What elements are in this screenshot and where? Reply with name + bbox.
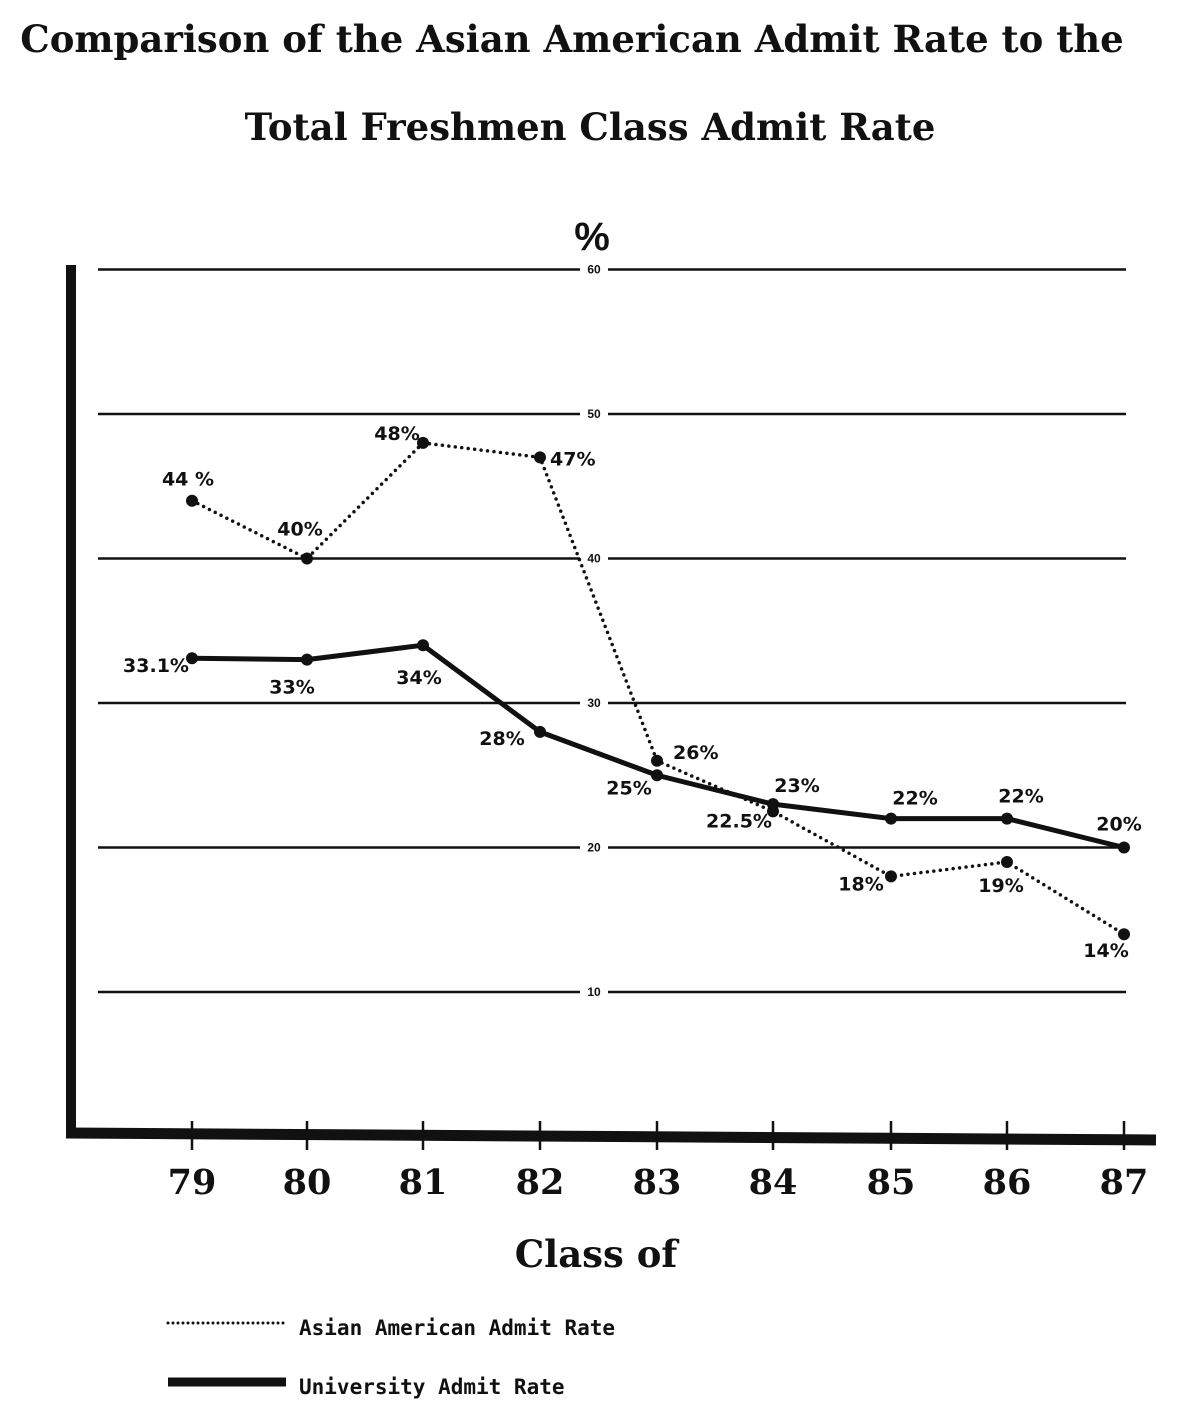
- y-tick-label: 40: [587, 552, 601, 566]
- data-point: [186, 494, 198, 507]
- x-tick-label: 82: [516, 1162, 565, 1203]
- data-label: 25%: [606, 777, 651, 799]
- data-label: 22%: [998, 786, 1043, 808]
- data-label: 40%: [277, 519, 322, 541]
- data-labels: 44 % 40% 48% 47% 26% 22.5% 18% 19% 14% 33.1% 33% 34…: [123, 423, 1142, 962]
- legend-label: Asian American Admit Rate: [299, 1316, 615, 1340]
- data-point: [417, 639, 429, 652]
- data-point: [885, 870, 897, 883]
- data-label: 14%: [1083, 940, 1128, 962]
- y-tick-label: 30: [587, 696, 601, 710]
- x-tick-label: 80: [283, 1162, 332, 1203]
- ytick-bg-40: [580, 551, 608, 566]
- gridlines: 10 20 30 40 50 60: [98, 262, 1126, 999]
- x-tick-label: 81: [399, 1162, 448, 1203]
- data-point: [301, 552, 313, 565]
- x-tick-label: 86: [983, 1162, 1032, 1203]
- data-label: 48%: [374, 423, 419, 445]
- chart-title-line-1: Comparison of the Asian American Admit R…: [20, 17, 1123, 61]
- data-point: [1001, 855, 1013, 868]
- series-line-university: [191, 642, 1125, 850]
- x-tick-label: 79: [168, 1162, 217, 1203]
- data-label: 44 %: [162, 469, 214, 491]
- data-point: [651, 769, 663, 782]
- data-label: 20%: [1096, 814, 1141, 836]
- y-tick-label: 60: [587, 263, 601, 277]
- data-label: 34%: [396, 667, 441, 689]
- x-axis-line: [65, 1127, 1157, 1146]
- data-point: [767, 798, 779, 811]
- series-line-asian-american: [190, 441, 1126, 936]
- data-label: 22%: [892, 788, 937, 810]
- x-tick-label: 87: [1100, 1162, 1149, 1203]
- data-label: 18%: [838, 873, 883, 895]
- chart-title-line-2: Total Freshmen Class Admit Rate: [245, 105, 936, 149]
- data-point: [651, 754, 663, 767]
- data-point: [534, 725, 546, 738]
- x-tick-label: 85: [867, 1162, 916, 1203]
- legend-label: University Admit Rate: [299, 1375, 565, 1399]
- x-axis-label: Class of: [515, 1232, 680, 1276]
- data-point: [1001, 812, 1013, 825]
- data-label: 33%: [269, 677, 314, 699]
- ytick-bg-60: [580, 262, 608, 277]
- data-label: 19%: [978, 875, 1023, 897]
- data-label: 28%: [479, 728, 524, 750]
- y-tick-label: 20: [587, 841, 601, 855]
- series: [186, 436, 1130, 941]
- data-point: [534, 451, 546, 464]
- y-tick-label: 50: [587, 407, 601, 421]
- ytick-bg-30: [580, 696, 608, 710]
- data-label: 33.1%: [123, 655, 189, 677]
- axes: 79 80 81 82 83 84 85 86 87: [65, 265, 1157, 1203]
- data-label: 22.5%: [706, 810, 772, 832]
- ytick-bg-10: [580, 985, 608, 999]
- data-point: [1118, 841, 1130, 854]
- data-label: 23%: [774, 775, 819, 797]
- data-point: [186, 652, 198, 665]
- ytick-bg-50: [580, 407, 608, 421]
- data-point: [301, 653, 313, 666]
- y-axis-label: %: [574, 215, 610, 259]
- ytick-bg-20: [580, 840, 608, 855]
- legend: Asian American Admit Rate University Admi…: [166, 1316, 615, 1399]
- data-label: 26%: [673, 742, 718, 764]
- data-point: [417, 436, 429, 449]
- x-tick-label: 83: [633, 1162, 682, 1203]
- y-tick-label: 10: [587, 985, 601, 999]
- data-point: [885, 812, 897, 825]
- x-tick-label: 84: [749, 1162, 798, 1203]
- data-point: [1118, 928, 1130, 941]
- data-label: 47%: [550, 448, 595, 470]
